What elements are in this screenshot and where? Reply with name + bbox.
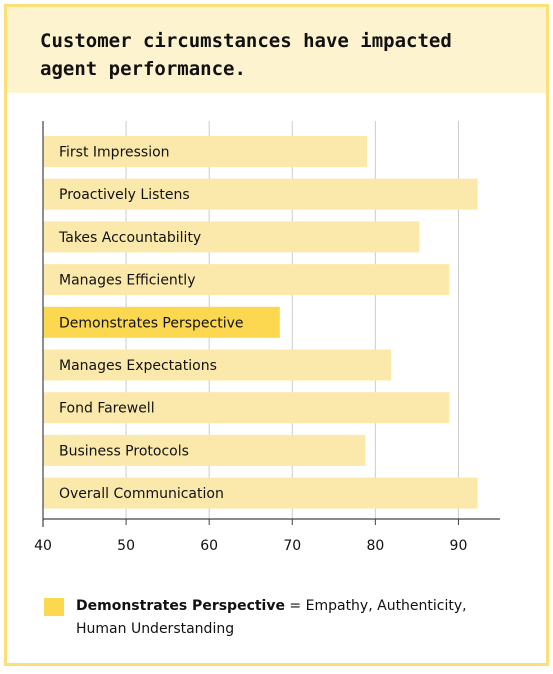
bar-label: Fond Farewell (59, 401, 155, 417)
bar-label: Takes Accountability (58, 230, 201, 246)
legend-text: Demonstrates Perspective = Empathy, Auth… (76, 595, 506, 641)
bar-label: Manages Efficiently (59, 273, 195, 289)
bar-label: Business Protocols (59, 443, 189, 459)
bar (43, 264, 450, 296)
legend-swatch (44, 598, 64, 616)
bar (43, 477, 478, 509)
bar (43, 178, 478, 210)
bar-label: Overall Communication (59, 486, 224, 502)
bar-label: First Impression (59, 145, 170, 161)
bar-label: Proactively Listens (59, 187, 190, 203)
x-tick-label: 40 (34, 538, 52, 554)
x-tick-label: 90 (450, 538, 468, 554)
bar (43, 349, 392, 381)
x-tick-label: 80 (366, 538, 384, 554)
x-tick-label: 60 (200, 538, 218, 554)
bar-label: Manages Expectations (59, 358, 217, 374)
bars: First Impression Proactively Listens Takes… (43, 136, 478, 509)
legend-term: Demonstrates Perspective (76, 598, 285, 614)
bar (43, 136, 368, 167)
bar (43, 392, 450, 424)
bar (43, 434, 366, 466)
legend-definition: = Empathy, Authenticity, Human Understan… (76, 598, 467, 637)
chart-card: Customer circumstances have impacted age… (4, 4, 549, 666)
x-tick-label: 70 (283, 538, 301, 554)
bar (43, 221, 420, 253)
chart-header: Customer circumstances have impacted age… (7, 7, 546, 93)
bar-label: Demonstrates Perspective (59, 315, 244, 331)
bar (43, 306, 280, 338)
x-tick-label: 50 (117, 538, 135, 554)
bar-chart: First Impression Proactively Listens Takes… (34, 121, 500, 554)
x-axis: 40 50 60 70 80 90 (34, 121, 500, 554)
chart-title: Customer circumstances have impacted age… (40, 30, 452, 80)
